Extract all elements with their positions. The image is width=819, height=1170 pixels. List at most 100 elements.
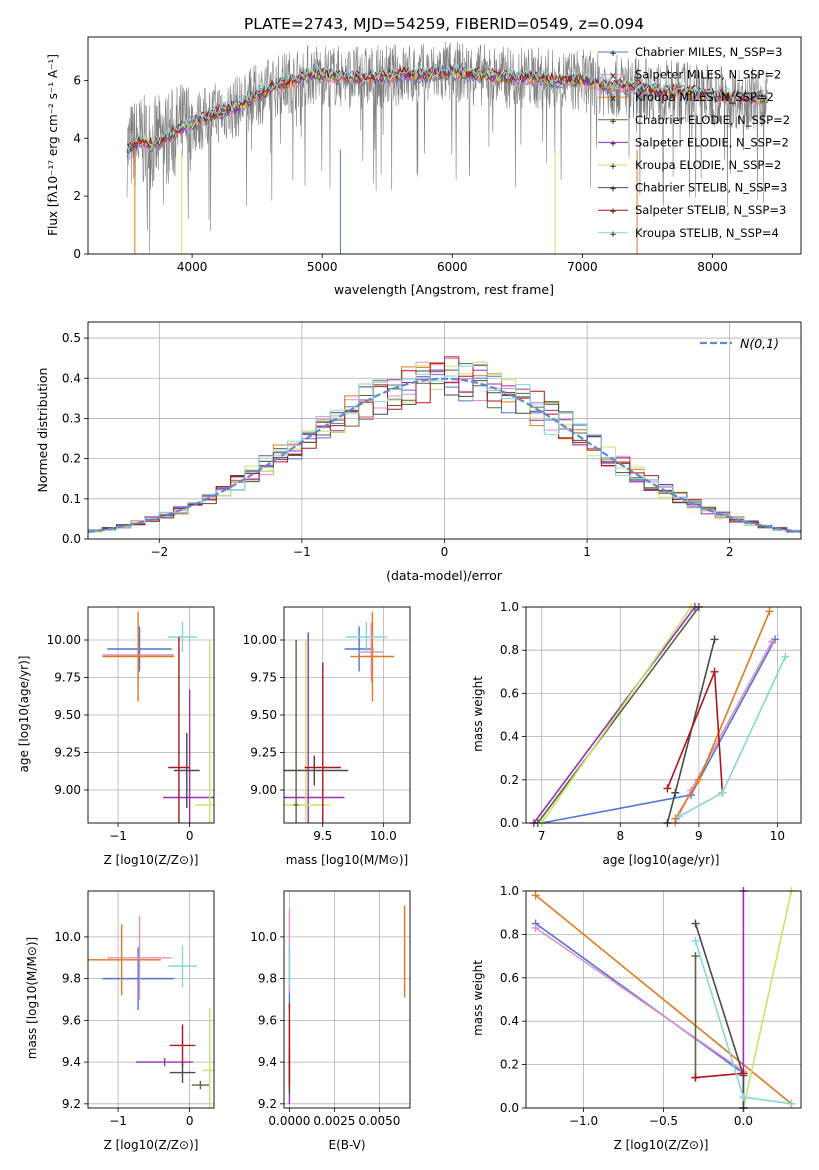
mass-weight-marker bbox=[739, 1093, 748, 1102]
legend-entry: Kroupa ELODIE, N_SSP=2 bbox=[635, 158, 781, 172]
mass-weight-marker bbox=[691, 936, 700, 945]
mass-weight-marker bbox=[767, 637, 776, 646]
weight-vs-age-ytick-label: 1.0 bbox=[500, 600, 519, 614]
age-vs-mass-panel: mass [log10(M/M⊙)] 9.5 10.0 9.00 9.25 9.50 9.… bbox=[243, 606, 411, 867]
age-vs-mass-ytick-label: 9.25 bbox=[250, 746, 277, 760]
mass-vs-metallicity-panel: Z [log10(Z/Z⊙)] mass [log10(M/M⊙)] −1 0 9.… bbox=[25, 890, 215, 1152]
residuals-ytick-label: 0.1 bbox=[62, 492, 81, 506]
weight-vs-Z-plot-area bbox=[531, 887, 796, 1112]
mass-weight-line bbox=[535, 922, 744, 1074]
weight-vs-metallicity-panel: Z [log10(Z/Z⊙)] mass weight −1.0 −0.5 0.0 0… bbox=[471, 884, 802, 1152]
mass-vs-EBV-ytick-label: 9.8 bbox=[258, 972, 277, 986]
residuals-xtick-label: 1 bbox=[583, 545, 591, 559]
residuals-ytick-label: 0.5 bbox=[62, 331, 81, 345]
error-bar-point bbox=[284, 632, 345, 823]
weight-vs-Z-ytick-label: 0.8 bbox=[500, 927, 519, 941]
mass-vs-EBV-ytick-label: 9.6 bbox=[258, 1013, 277, 1027]
spectrum-ylabel: Flux [fλ10⁻¹⁷ erg cm⁻² s⁻¹ A⁻¹] bbox=[46, 54, 60, 236]
error-bar-point bbox=[88, 924, 162, 996]
error-bar-point bbox=[169, 1024, 196, 1067]
age-vs-Z-ytick-label: 9.50 bbox=[54, 708, 81, 722]
mass-weight-line bbox=[695, 1072, 744, 1079]
age-vs-mass-xtick-label: 9.5 bbox=[313, 829, 332, 843]
legend-entry: Chabrier ELODIE, N_SSP=2 bbox=[635, 113, 790, 127]
mass-weight-marker bbox=[765, 607, 774, 616]
legend-entry: N(0,1) bbox=[740, 336, 779, 351]
residuals-xtick-label: 0 bbox=[441, 545, 449, 559]
error-bar-point bbox=[191, 1080, 209, 1090]
legend-entry: Kroupa MILES, N_SSP=2 bbox=[635, 90, 774, 104]
spectrum-ytick-label: 6 bbox=[73, 73, 81, 87]
age-z-xlabel: Z [log10(Z/Z⊙)] bbox=[104, 853, 199, 867]
age-z-ylabel: age [log10(age/yr)] bbox=[17, 656, 31, 773]
legend-entry: Kroupa STELIB, N_SSP=4 bbox=[635, 226, 779, 240]
legend-entry: Salpeter MILES, N_SSP=2 bbox=[635, 68, 781, 82]
legend-entry: Salpeter ELODIE, N_SSP=2 bbox=[635, 135, 789, 149]
age-vs-Z-ytick-label: 9.00 bbox=[54, 783, 81, 797]
error-bar-point bbox=[173, 733, 200, 808]
mass-vs-EBV-xtick-label: 0.0025 bbox=[313, 1114, 355, 1128]
residuals-panel: (data-model)/error Normed distribution −… bbox=[35, 321, 802, 583]
spectrum-xtick-label: 7000 bbox=[567, 260, 598, 274]
spectrum-ytick-label: 4 bbox=[73, 131, 81, 145]
axes-frame bbox=[87, 890, 215, 1109]
weight-vs-age-ytick-label: 0.6 bbox=[500, 686, 519, 700]
residuals-xtick-label: −1 bbox=[293, 545, 311, 559]
weight-age-ylabel: mass weight bbox=[471, 676, 485, 752]
mass-weight-line bbox=[535, 894, 792, 1105]
mass-weight-marker bbox=[710, 635, 719, 644]
mass-z-ylabel: mass [log10(M/M⊙)] bbox=[25, 937, 39, 1059]
normal-distribution-curve bbox=[88, 377, 801, 534]
error-bar-point bbox=[102, 611, 174, 702]
error-bar-point bbox=[202, 1007, 214, 1108]
mass-vs-Z-ytick-label: 9.6 bbox=[62, 1013, 81, 1027]
mass-vs-EBV-ytick-label: 10.0 bbox=[250, 930, 277, 944]
age-vs-Z-plot-area bbox=[102, 611, 214, 823]
mass-weight-marker bbox=[691, 1073, 700, 1082]
mass-weight-line bbox=[541, 639, 776, 824]
mass-vs-Z-ytick-label: 10.0 bbox=[54, 930, 81, 944]
mass-weight-marker bbox=[710, 667, 719, 676]
spectrum-plot-area bbox=[126, 41, 768, 254]
axes-frame bbox=[283, 606, 411, 824]
error-bar-point bbox=[168, 637, 190, 823]
mass-vs-EBV-plot-area bbox=[288, 905, 406, 1104]
error-bar-point bbox=[168, 945, 197, 987]
weight-vs-age-xtick-label: 8 bbox=[616, 829, 624, 843]
residuals-xlabel: (data-model)/error bbox=[386, 568, 503, 583]
legend-entry: Chabrier MILES, N_SSP=3 bbox=[635, 45, 782, 59]
mass-vs-EBV-xtick-label: 0.0050 bbox=[358, 1114, 400, 1128]
age-vs-metallicity-panel: Z [log10(Z/Z⊙)] age [log10(age/yr)] −1 0 9… bbox=[17, 606, 215, 867]
error-bar-point bbox=[284, 755, 349, 786]
residuals-xtick-label: 2 bbox=[726, 545, 734, 559]
mass-vs-Z-ytick-label: 9.2 bbox=[62, 1097, 81, 1111]
age-vs-mass-ytick-label: 10.00 bbox=[243, 633, 277, 647]
mass-weight-marker bbox=[739, 1069, 748, 1078]
mass-weight-line bbox=[541, 606, 692, 824]
weight-age-xlabel: age [log10(age/yr)] bbox=[603, 853, 720, 867]
error-bar-point bbox=[304, 662, 341, 823]
weight-vs-age-ytick-label: 0.2 bbox=[500, 773, 519, 787]
error-bar-point bbox=[359, 622, 384, 682]
weight-vs-age-ytick-label: 0.4 bbox=[500, 730, 519, 744]
error-bar-point bbox=[350, 611, 395, 702]
error-bar-point bbox=[345, 622, 387, 652]
spectrum-xtick-label: 5000 bbox=[307, 260, 338, 274]
age-vs-mass-ytick-label: 9.75 bbox=[250, 671, 277, 685]
weight-vs-age-ytick-label: 0.8 bbox=[500, 643, 519, 657]
error-bar-point bbox=[163, 689, 214, 823]
mass-weight-marker bbox=[787, 1099, 796, 1108]
mass-weight-line bbox=[666, 671, 724, 793]
age-vs-mass-plot-area bbox=[284, 611, 395, 823]
spectrum-xlabel: wavelength [Angstrom, rest frame] bbox=[334, 282, 554, 297]
mass-weight-marker bbox=[691, 952, 700, 961]
axes-frame bbox=[87, 321, 802, 540]
mass-vs-EBV-xtick-label: 0.0000 bbox=[268, 1114, 310, 1128]
weight-vs-Z-xtick-label: 0.0 bbox=[734, 1114, 753, 1128]
age-vs-mass-ytick-label: 9.00 bbox=[250, 783, 277, 797]
age-vs-Z-ytick-label: 9.25 bbox=[54, 746, 81, 760]
residuals-ytick-label: 0.0 bbox=[62, 532, 81, 546]
axes-frame bbox=[87, 606, 215, 824]
error-bar-point bbox=[284, 640, 331, 823]
